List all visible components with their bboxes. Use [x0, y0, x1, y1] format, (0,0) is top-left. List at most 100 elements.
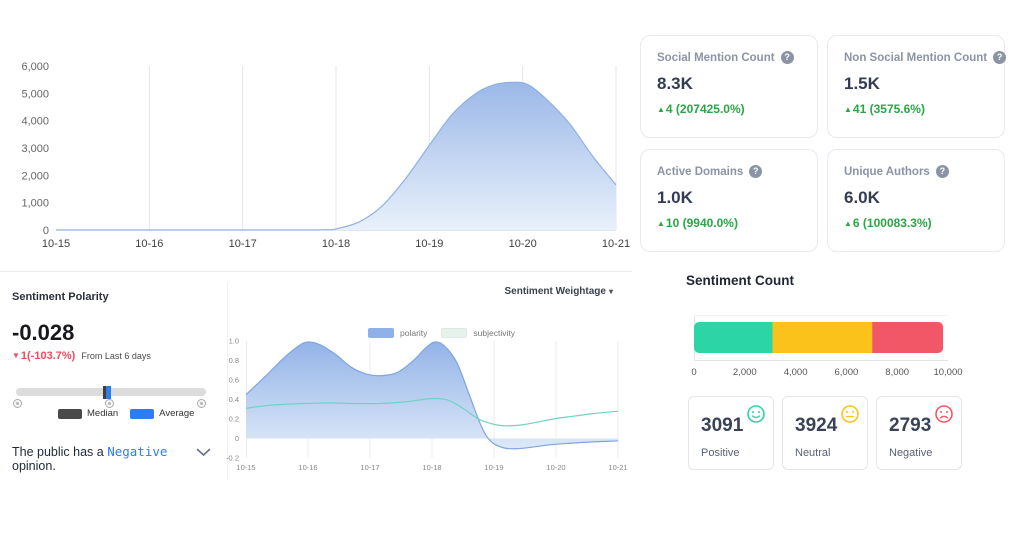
- arrow-up-icon: ▲: [657, 105, 665, 114]
- median-legend-label: Median: [87, 408, 119, 419]
- scale-negative-icon: [13, 399, 22, 408]
- subjectivity-line: [245, 397, 619, 427]
- x-tick-label: 10,000: [933, 367, 962, 378]
- smiley-neutral-icon: [841, 405, 859, 423]
- x-tick-label: 10-15: [42, 238, 70, 250]
- stat-card-title: Non Social Mention Count: [844, 51, 988, 64]
- smiley-positive-icon: [747, 405, 765, 423]
- sentiment-weightage-dropdown[interactable]: Sentiment Weightage ▾: [504, 286, 613, 297]
- sentiment-polarity-value: -0.028: [12, 320, 75, 345]
- arrow-down-icon: ▼: [12, 351, 20, 360]
- stat-card-value: 1.0K: [657, 188, 693, 207]
- x-tick-label: 10-16: [135, 238, 163, 250]
- mentions-area: [56, 82, 616, 231]
- bar-group: [694, 322, 944, 353]
- x-tick-label: 6,000: [835, 367, 859, 378]
- negative-label: Negative: [889, 447, 933, 459]
- scale-neutral-icon: [105, 399, 114, 408]
- sentiment-polarity-title: Sentiment Polarity: [12, 291, 109, 303]
- x-tick-label: 10-18: [422, 463, 441, 472]
- stat-card-change: ▲41 (3575.6%): [844, 102, 925, 116]
- average-marker[interactable]: [106, 386, 112, 399]
- help-icon[interactable]: ?: [780, 51, 794, 64]
- y-tick-label: 0.4: [229, 395, 239, 404]
- y-tick-label: 0: [43, 225, 49, 237]
- sentiment-polarity-change: ▼1(-103.7%): [12, 350, 76, 362]
- polarity-slider-track[interactable]: [16, 386, 206, 399]
- arrow-up-icon: ▲: [844, 105, 852, 114]
- stat-card-social-mention-count: Social Mention Count ? 8.3K ▲4 (207425.0…: [640, 35, 818, 138]
- x-tick-label: 10-19: [484, 463, 503, 472]
- bar-segment-neutral: [772, 322, 873, 353]
- stat-card-title-row: Active Domains ?: [657, 165, 801, 178]
- sentiment-polarity-period: From Last 6 days: [81, 351, 151, 361]
- y-tick-label: 6,000: [21, 61, 49, 73]
- arrow-up-icon: ▲: [657, 219, 665, 228]
- scale-positive-icon: [197, 399, 206, 408]
- median-marker[interactable]: [103, 386, 107, 399]
- horizontal-divider: [0, 271, 632, 272]
- sentiment-weightage-chart: 10-15 10-16 10-17 10-18 10-19 10-20 10-21 -0.2 0…: [226, 337, 628, 472]
- positive-label: Positive: [701, 447, 740, 459]
- mentions-area-chart: 10-15 10-16 10-17 10-18 10-19 10-20 10-21 0 1,00…: [21, 61, 630, 250]
- opinion-word: Negative: [107, 444, 168, 459]
- x-tick-label: 10-21: [602, 238, 630, 250]
- sentiment-count-bar-chart: 0 2,000 4,000 6,000 8,000 10,000: [691, 315, 963, 378]
- polarity-slider-legend: Median Average: [58, 408, 194, 419]
- stat-card-title-row: Social Mention Count ?: [657, 51, 801, 64]
- polarity-line: [245, 341, 619, 450]
- y-tick-label: 0: [235, 434, 239, 443]
- x-tick-label: 10-15: [236, 463, 255, 472]
- x-tick-label: 10-17: [360, 463, 379, 472]
- median-swatch: [58, 408, 82, 419]
- x-tick-label: 10-18: [322, 238, 350, 250]
- weightage-chart-legend: polarity subjectivity: [368, 328, 515, 338]
- y-tick-label: 1,000: [21, 198, 49, 210]
- stat-card-change: ▲4 (207425.0%): [657, 102, 745, 116]
- polarity-swatch[interactable]: [368, 328, 394, 338]
- sentiment-count-title: Sentiment Count: [686, 273, 794, 288]
- stat-card-title: Active Domains: [657, 165, 744, 178]
- bar-segment-negative: [872, 322, 944, 353]
- subjectivity-legend-label[interactable]: subjectivity: [473, 328, 515, 338]
- x-tick-label: 10-19: [415, 238, 443, 250]
- x-tick-label: 10-20: [509, 238, 537, 250]
- x-tick-label: 10-16: [298, 463, 317, 472]
- help-icon[interactable]: ?: [749, 165, 763, 178]
- y-tick-label: 4,000: [21, 116, 49, 128]
- average-swatch: [130, 408, 155, 419]
- y-tick-label: 2,000: [21, 170, 49, 182]
- sentiment-polarity-change-row: ▼1(-103.7%) From Last 6 days: [12, 350, 151, 362]
- chevron-down-icon[interactable]: [196, 448, 211, 457]
- y-tick-label: 3,000: [21, 143, 49, 155]
- stat-card-value: 6.0K: [844, 188, 880, 207]
- stat-card-active-domains: Active Domains ? 1.0K ▲10 (9940.0%): [640, 149, 818, 252]
- arrow-up-icon: ▲: [844, 219, 852, 228]
- subjectivity-swatch[interactable]: [441, 328, 468, 338]
- stat-card-non-social-mention-count: Non Social Mention Count ? 1.5K ▲41 (357…: [827, 35, 1007, 138]
- polarity-legend-label[interactable]: polarity: [400, 328, 428, 338]
- stat-card-title-row: Unique Authors ?: [844, 165, 988, 178]
- x-tick-label: 10-20: [546, 463, 565, 472]
- x-tick-label: 2,000: [733, 367, 757, 378]
- stat-card-title: Unique Authors: [844, 165, 930, 178]
- smiley-negative-icon: [935, 405, 953, 423]
- y-tick-label: 0.6: [229, 376, 239, 385]
- neutral-label: Neutral: [795, 447, 831, 459]
- sentiment-card-negative: 2793 Negative: [876, 396, 962, 470]
- x-tick-label: 10-21: [608, 463, 627, 472]
- sentiment-card-neutral: 3924 Neutral: [782, 396, 868, 470]
- mentions-line: [56, 81, 617, 231]
- x-tick-label: 4,000: [784, 367, 808, 378]
- stat-card-value: 8.3K: [657, 74, 693, 93]
- negative-count: 2793: [889, 415, 932, 436]
- stat-card-change: ▲10 (9940.0%): [657, 216, 738, 230]
- y-tick-label: 1.0: [229, 337, 239, 346]
- stat-card-value: 1.5K: [844, 74, 880, 93]
- bar-segment-positive: [694, 322, 773, 353]
- stat-card-change: ▲6 (100083.3%): [844, 216, 932, 230]
- help-icon[interactable]: ?: [993, 51, 1007, 64]
- help-icon[interactable]: ?: [935, 165, 949, 178]
- neutral-count: 3924: [795, 415, 838, 436]
